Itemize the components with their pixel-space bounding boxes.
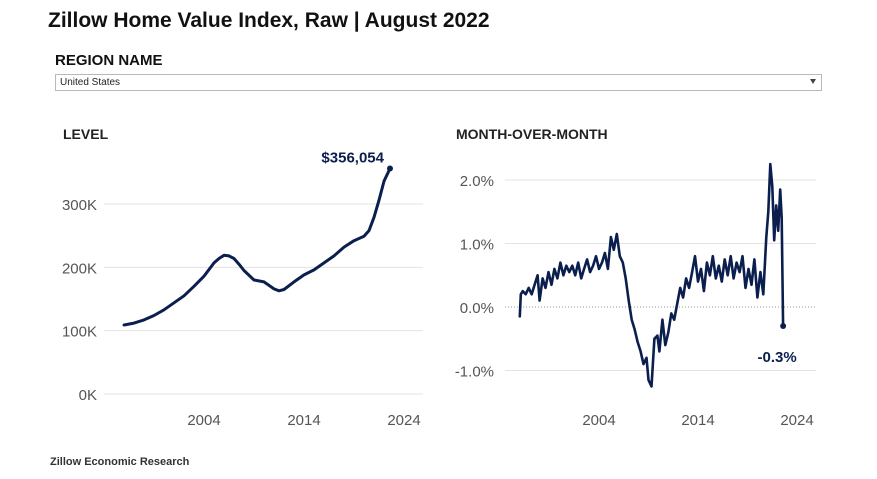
region-select-value: United States — [60, 77, 121, 88]
mom-y-tick-label: 0.0% — [460, 300, 494, 317]
mom-end-point — [780, 323, 787, 330]
mom-chart-title: MONTH-OVER-MONTH — [456, 126, 608, 142]
chevron-down-icon[interactable] — [810, 79, 816, 84]
level-end-point — [387, 165, 393, 172]
level-end-label: $356,054 — [321, 149, 384, 166]
mom-x-tick-label: 2014 — [681, 412, 714, 429]
level-y-tick-label: 0K — [79, 387, 97, 404]
level-x-tick-label: 2024 — [387, 412, 420, 429]
level-series-line — [122, 167, 392, 327]
mom-series-line — [518, 162, 785, 388]
page-title: Zillow Home Value Index, Raw | August 20… — [48, 9, 490, 32]
mom-x-tick-label: 2004 — [582, 412, 615, 429]
level-y-tick-label: 300K — [62, 197, 97, 214]
mom-y-tick-label: 1.0% — [460, 237, 494, 254]
level-x-tick-label: 2004 — [187, 412, 220, 429]
level-y-tick-label: 100K — [62, 324, 97, 341]
mom-y-tick-label: 2.0% — [460, 173, 494, 190]
level-x-tick-label: 2014 — [287, 412, 320, 429]
mom-end-label: -0.3% — [758, 349, 797, 366]
mom-x-tick-label: 2024 — [780, 412, 813, 429]
level-y-tick-label: 200K — [62, 260, 97, 277]
level-chart-title: LEVEL — [63, 126, 109, 142]
region-name-label: REGION NAME — [55, 52, 163, 69]
mom-y-tick-label: -1.0% — [455, 364, 494, 381]
region-select[interactable]: United States — [55, 74, 822, 91]
footer-credit: Zillow Economic Research — [50, 456, 190, 468]
